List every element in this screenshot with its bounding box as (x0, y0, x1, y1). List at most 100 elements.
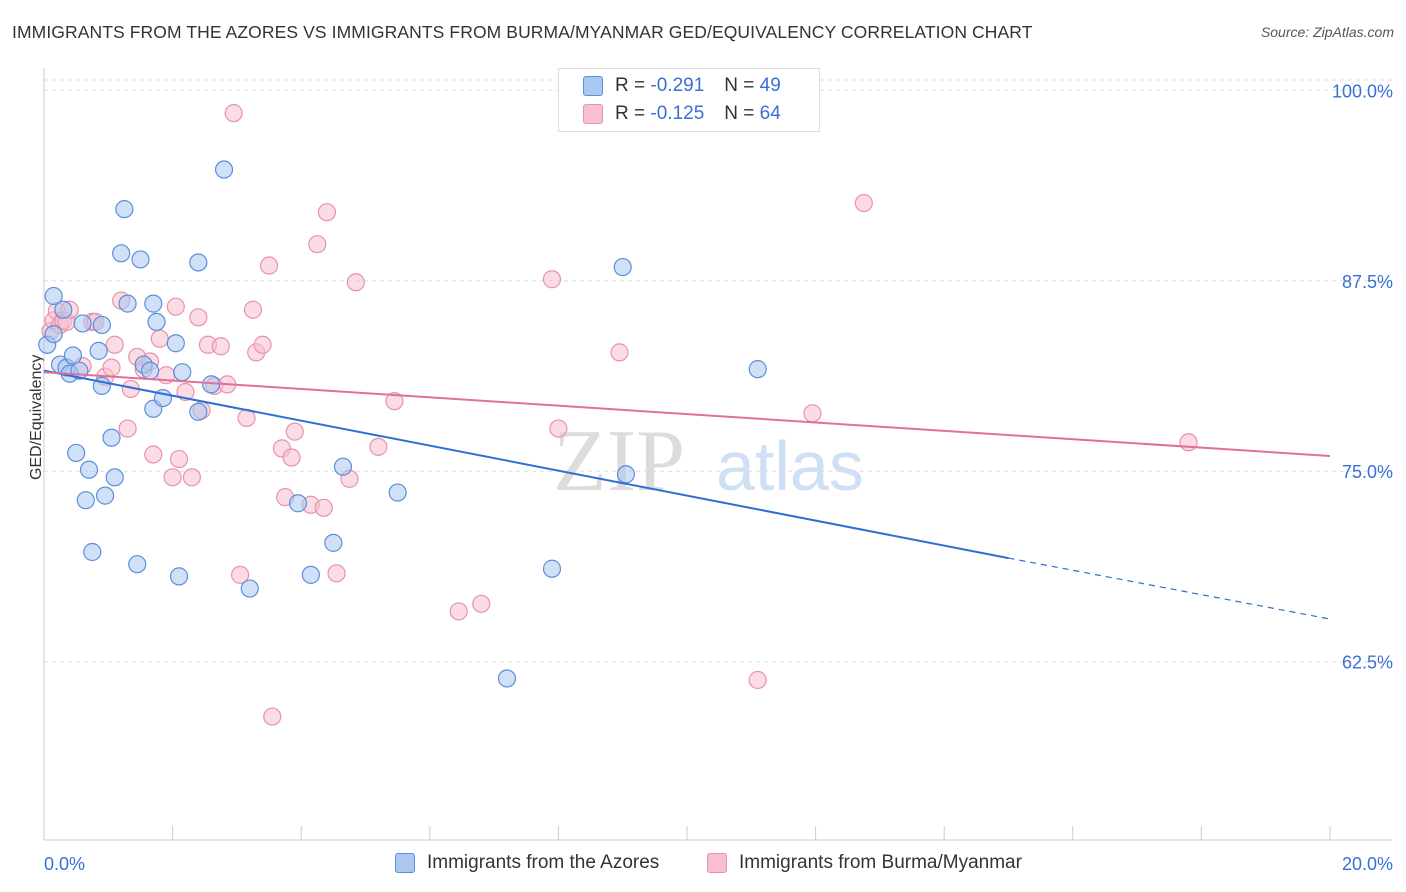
point-azores (83, 542, 102, 562)
watermark-atlas: atlas (716, 427, 864, 505)
point-azores (44, 286, 63, 306)
point-azores (301, 565, 320, 584)
point-azores (44, 324, 63, 344)
y-tick-label: 87.5% (1342, 272, 1393, 292)
point-azores (105, 468, 124, 487)
series-azores-points (38, 160, 767, 688)
point-azores (67, 443, 86, 463)
chart-title: IMMIGRANTS FROM THE AZORES VS IMMIGRANTS… (12, 22, 1033, 42)
y-tick-label: 62.5% (1342, 653, 1393, 673)
point-azores (102, 428, 121, 447)
bottom-legend-swatch-blue (395, 853, 415, 873)
legend-r-value-burma: -0.125 (650, 103, 705, 124)
point-burma (285, 422, 304, 441)
legend-r-label: R = (615, 103, 646, 124)
point-azores (748, 360, 767, 379)
point-azores (92, 315, 111, 335)
point-burma (118, 419, 137, 438)
series-burma-points (41, 76, 1198, 726)
point-azores (140, 361, 160, 380)
point-azores (497, 669, 517, 688)
point-azores (128, 555, 147, 574)
point-azores (118, 294, 137, 313)
point-burma (803, 404, 822, 423)
point-azores (79, 460, 99, 479)
watermark: ZIP atlas (553, 413, 864, 510)
point-burma (369, 437, 388, 456)
point-azores (288, 494, 308, 513)
point-burma (105, 335, 124, 354)
point-azores (76, 491, 95, 510)
legend-n-label: N = (724, 75, 755, 96)
point-burma (150, 329, 169, 348)
point-burma (243, 300, 263, 319)
point-azores (173, 363, 192, 382)
point-azores (169, 567, 189, 586)
point-burma (346, 273, 365, 292)
legend-row-azores: R = -0.291 N = 49 (583, 74, 781, 98)
point-azores (166, 334, 185, 353)
legend-n-value-azores: 49 (759, 75, 781, 96)
bottom-legend-label-azores: Immigrants from the Azores (427, 852, 660, 873)
point-burma (748, 670, 767, 690)
bottom-legend-swatch-pink (707, 853, 727, 873)
point-azores (73, 314, 92, 333)
point-azores (616, 465, 636, 484)
point-burma (610, 343, 629, 362)
legend-r-label: R = (615, 75, 646, 96)
point-burma (385, 392, 404, 411)
y-tick-label: 75.0% (1342, 462, 1393, 482)
point-burma (854, 193, 873, 213)
point-burma (472, 594, 491, 613)
point-azores (240, 579, 259, 598)
bottom-legend-azores: Immigrants from the Azores (395, 852, 659, 874)
point-burma (317, 203, 337, 222)
point-azores (63, 346, 83, 365)
point-burma (102, 358, 121, 377)
point-burma (169, 449, 189, 469)
point-burma (176, 382, 195, 402)
legend-swatch-pink (583, 104, 603, 124)
point-burma (282, 448, 301, 467)
point-burma (231, 565, 250, 584)
point-azores (89, 341, 108, 360)
point-burma (259, 256, 279, 275)
bottom-legend-label-burma: Immigrants from Burma/Myanmar (739, 852, 1022, 873)
point-burma (314, 498, 333, 517)
stats-legend: R = -0.291 N = 49 R = -0.125 N = 64 (558, 68, 820, 132)
legend-swatch-blue (583, 76, 603, 96)
y-tick-label: 100.0% (1332, 81, 1393, 101)
point-burma (549, 419, 568, 438)
point-burma (263, 707, 282, 726)
x-tick-label-min: 0.0% (44, 854, 85, 874)
point-azores (115, 200, 134, 219)
legend-r-value-azores: -0.291 (650, 75, 705, 96)
point-burma (182, 468, 201, 487)
point-burma (253, 335, 272, 354)
trend-line-azores (43, 369, 1009, 560)
axes (43, 68, 1392, 841)
point-burma (327, 564, 346, 583)
point-azores (333, 457, 353, 476)
point-azores (147, 312, 166, 332)
point-burma (144, 445, 163, 464)
point-azores (189, 402, 208, 421)
point-azores (54, 300, 73, 319)
point-azores (112, 244, 131, 263)
bottom-legend-burma: Immigrants from Burma/Myanmar (707, 852, 1022, 874)
point-burma (211, 337, 230, 356)
legend-n-value-burma: 64 (759, 103, 781, 124)
point-burma (224, 104, 243, 123)
point-burma (308, 235, 327, 254)
trend-line-azores-extension (1008, 557, 1331, 620)
point-azores (131, 250, 150, 269)
point-burma (163, 468, 182, 487)
point-azores (613, 257, 632, 277)
point-azores (189, 253, 208, 272)
legend-n-label: N = (724, 103, 755, 124)
x-tick-label-max: 20.0% (1342, 854, 1393, 874)
point-burma (1179, 433, 1198, 452)
legend-row-burma: R = -0.125 N = 64 (583, 102, 781, 126)
point-azores (95, 486, 115, 505)
